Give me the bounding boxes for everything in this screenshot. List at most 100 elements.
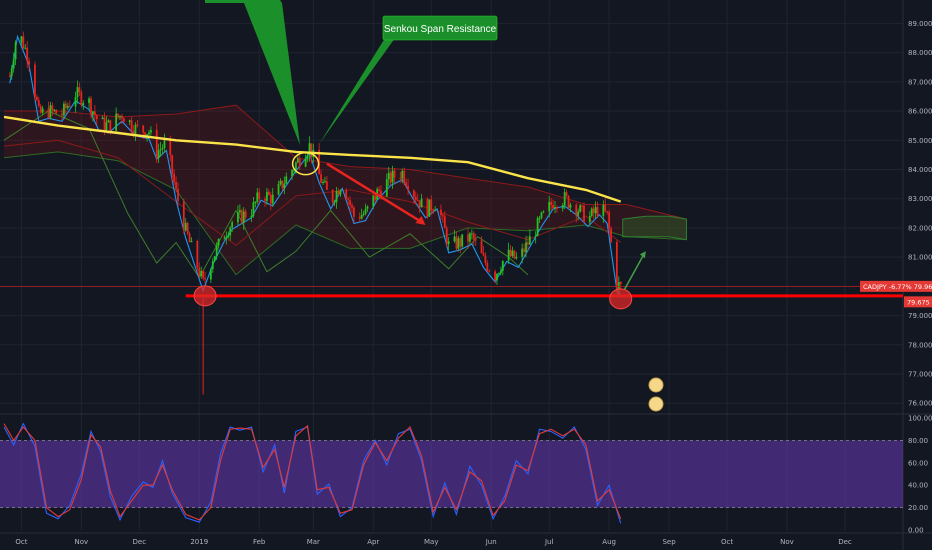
candle-bull[interactable]	[283, 183, 286, 189]
candle-bull[interactable]	[53, 109, 56, 111]
candle-bull[interactable]	[498, 273, 500, 275]
candle-bull[interactable]	[335, 190, 338, 202]
candle-bull[interactable]	[291, 170, 293, 177]
candle-bear[interactable]	[426, 198, 429, 217]
candle-bear[interactable]	[412, 190, 415, 197]
candle-bear[interactable]	[480, 240, 483, 254]
candle-bull[interactable]	[590, 208, 593, 216]
price-axis[interactable]: 89.000 88.000 87.000 86.000 85.000 84.000 83.0…	[860, 20, 932, 408]
candle-bull[interactable]	[602, 204, 605, 216]
event-marker-icon[interactable]	[648, 396, 664, 412]
candle-bear[interactable]	[345, 190, 348, 200]
candle-bull[interactable]	[525, 242, 527, 253]
candle-bear[interactable]	[34, 64, 36, 97]
candle-bull[interactable]	[534, 235, 537, 237]
candle-bull[interactable]	[115, 113, 118, 131]
candle-bull[interactable]	[306, 155, 309, 160]
candle-bear[interactable]	[121, 115, 123, 119]
candle-bear[interactable]	[171, 155, 174, 174]
candle-bear[interactable]	[592, 208, 595, 214]
candle-bear[interactable]	[8, 75, 11, 77]
candle-bear[interactable]	[281, 180, 284, 189]
candle-bull[interactable]	[496, 273, 498, 281]
candle-bear[interactable]	[389, 172, 392, 183]
candle-bear[interactable]	[575, 204, 578, 216]
candle-bull[interactable]	[200, 271, 203, 277]
candle-bull[interactable]	[223, 238, 226, 240]
candle-bear[interactable]	[186, 222, 189, 234]
candle-bull[interactable]	[88, 98, 90, 104]
candle-bull[interactable]	[617, 281, 620, 290]
candle-bear[interactable]	[337, 190, 340, 195]
candle-bear[interactable]	[80, 92, 83, 105]
candle-bear[interactable]	[47, 108, 50, 118]
support-badge[interactable]	[904, 296, 932, 308]
candle-bull[interactable]	[501, 260, 504, 271]
candle-bear[interactable]	[443, 216, 446, 229]
candle-bear[interactable]	[374, 195, 377, 200]
candle-bull[interactable]	[507, 249, 510, 261]
candle-bull[interactable]	[577, 211, 580, 216]
candle-bull[interactable]	[372, 195, 375, 207]
candle-bear[interactable]	[474, 239, 477, 241]
candle-bear[interactable]	[204, 278, 206, 280]
candle-bull[interactable]	[277, 184, 280, 195]
candle-bull[interactable]	[211, 261, 214, 270]
candle-bull[interactable]	[271, 194, 274, 204]
candle-bull[interactable]	[24, 47, 27, 49]
candle-bear[interactable]	[583, 205, 585, 223]
candle-bear[interactable]	[347, 199, 350, 201]
candle-bear[interactable]	[202, 271, 205, 279]
candle-bear[interactable]	[90, 98, 92, 115]
candle-bear[interactable]	[581, 205, 583, 207]
candle-bull[interactable]	[453, 236, 456, 242]
candle-bear[interactable]	[414, 196, 417, 200]
candle-bear[interactable]	[51, 105, 54, 111]
candle-bull[interactable]	[364, 208, 367, 214]
candle-bear[interactable]	[527, 242, 529, 245]
candle-bear[interactable]	[445, 228, 448, 245]
candle-bull[interactable]	[333, 201, 336, 203]
candle-bear[interactable]	[552, 204, 554, 209]
candle-bull[interactable]	[107, 120, 110, 123]
candle-bear[interactable]	[416, 199, 419, 201]
price-badge[interactable]	[860, 280, 932, 292]
candle-bull[interactable]	[157, 150, 160, 159]
candle-bull[interactable]	[190, 240, 193, 243]
candle-bull[interactable]	[10, 68, 13, 77]
candle-bear[interactable]	[28, 60, 31, 65]
candle-bull[interactable]	[20, 36, 23, 43]
candle-bull[interactable]	[256, 192, 259, 202]
candle-bear[interactable]	[459, 238, 462, 247]
candle-bull[interactable]	[184, 222, 187, 231]
candle-bull[interactable]	[254, 201, 257, 203]
candle-bear[interactable]	[407, 185, 409, 191]
candle-bear[interactable]	[132, 130, 135, 135]
candle-bear[interactable]	[325, 181, 328, 190]
candle-bull[interactable]	[213, 255, 216, 262]
candle-bull[interactable]	[308, 143, 311, 156]
candle-bull[interactable]	[14, 42, 17, 60]
candle-bull[interactable]	[563, 192, 566, 206]
candle-bear[interactable]	[26, 47, 29, 61]
candle-bear[interactable]	[320, 174, 322, 183]
time-axis[interactable]: Oct Nov Dec 2019 Feb Mar Apr May Jun Jul Aug Sep Oct…	[15, 538, 852, 546]
candle-bear[interactable]	[615, 241, 618, 290]
candle-bear[interactable]	[494, 271, 496, 281]
candle-bull[interactable]	[548, 201, 551, 212]
candle-bull[interactable]	[217, 239, 220, 246]
candle-bear[interactable]	[619, 281, 622, 285]
candle-bear[interactable]	[95, 115, 98, 120]
candle-bull[interactable]	[163, 140, 166, 149]
candle-bull[interactable]	[542, 211, 545, 213]
candle-bear[interactable]	[55, 109, 58, 114]
candle-bear[interactable]	[182, 201, 185, 231]
candle-bear[interactable]	[441, 215, 444, 217]
candle-bear[interactable]	[264, 198, 266, 201]
candle-bull[interactable]	[76, 87, 79, 98]
candle-bear[interactable]	[418, 200, 421, 208]
candle-bull[interactable]	[447, 241, 450, 245]
candle-bull[interactable]	[391, 170, 394, 183]
candle-bear[interactable]	[608, 212, 611, 229]
candle-bull[interactable]	[279, 180, 282, 185]
